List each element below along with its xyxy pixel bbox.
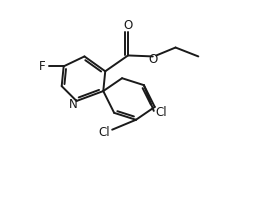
Text: Cl: Cl [156, 106, 167, 119]
Text: O: O [148, 53, 157, 66]
Text: O: O [124, 19, 133, 32]
Text: Cl: Cl [99, 126, 110, 139]
Text: F: F [38, 60, 45, 73]
Text: N: N [69, 98, 78, 111]
